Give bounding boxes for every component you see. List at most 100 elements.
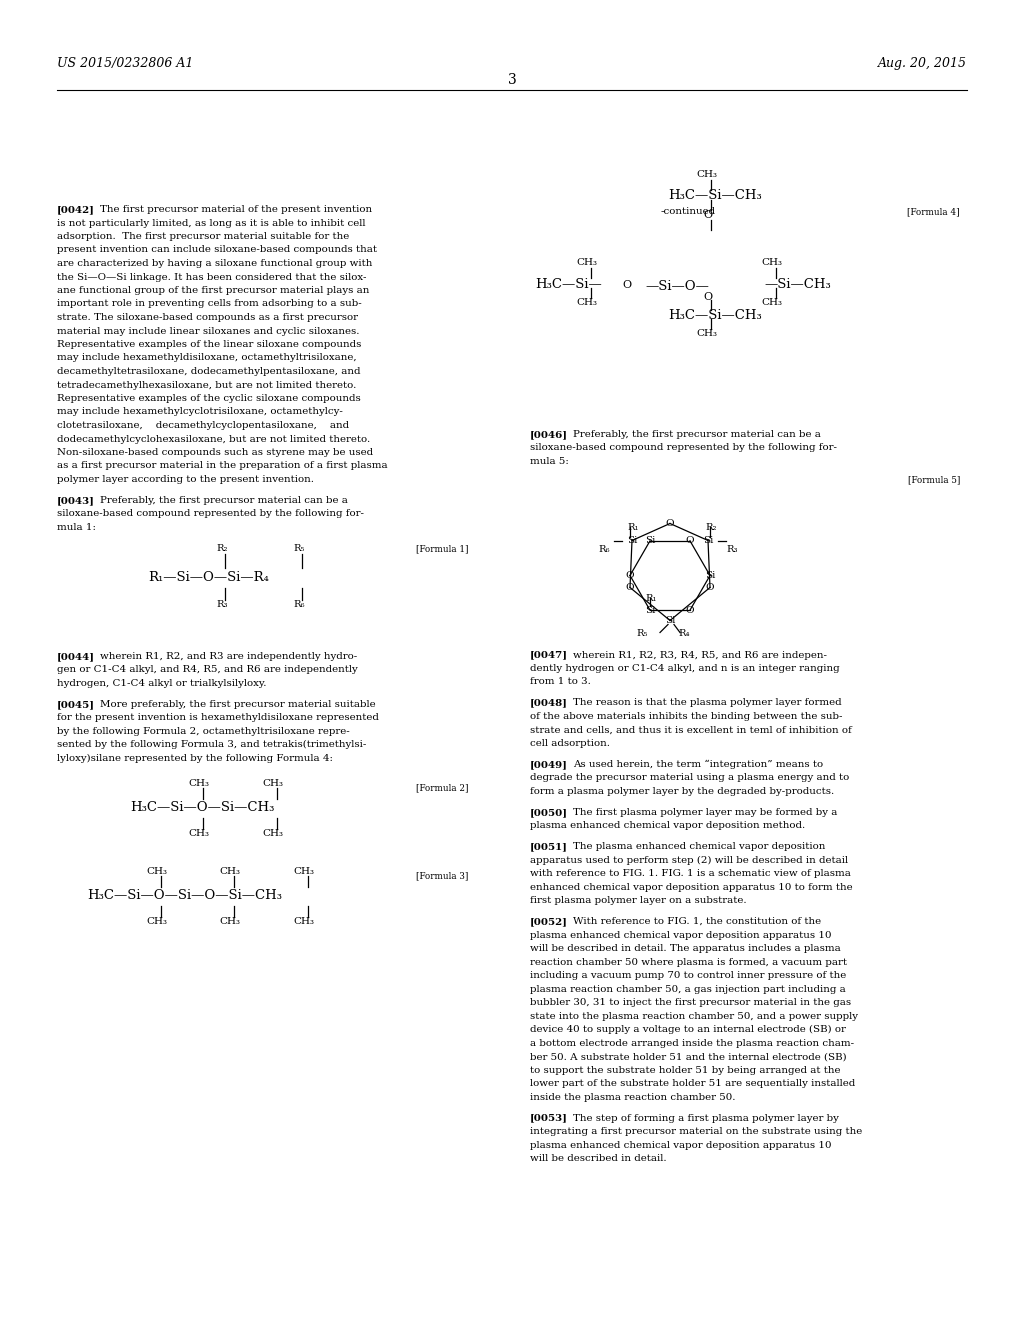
- Text: Si: Si: [665, 616, 675, 624]
- Text: as a first precursor material in the preparation of a first plasma: as a first precursor material in the pre…: [57, 462, 388, 470]
- Text: CH₃: CH₃: [577, 257, 597, 267]
- Text: Representative examples of the linear siloxane compounds: Representative examples of the linear si…: [57, 341, 361, 348]
- Text: [Formula 5]: [Formula 5]: [907, 475, 961, 484]
- Text: Si: Si: [702, 536, 713, 545]
- Text: —Si—O—: —Si—O—: [645, 280, 709, 293]
- Text: CH₃: CH₃: [146, 917, 168, 927]
- Text: O: O: [703, 292, 713, 302]
- Text: O: O: [623, 280, 632, 290]
- Text: Si: Si: [705, 572, 715, 579]
- Text: R₂: R₂: [705, 523, 717, 532]
- Text: Preferably, the first precursor material can be a: Preferably, the first precursor material…: [573, 430, 821, 440]
- Text: The plasma enhanced chemical vapor deposition: The plasma enhanced chemical vapor depos…: [573, 842, 825, 851]
- Text: hydrogen, C1-C4 alkyl or trialkylsilyloxy.: hydrogen, C1-C4 alkyl or trialkylsilylox…: [57, 678, 266, 688]
- Text: enhanced chemical vapor deposition apparatus 10 to form the: enhanced chemical vapor deposition appar…: [530, 883, 853, 892]
- Text: plasma enhanced chemical vapor deposition apparatus 10: plasma enhanced chemical vapor depositio…: [530, 931, 831, 940]
- Text: wherein R1, R2, R3, R4, R5, and R6 are indepen-: wherein R1, R2, R3, R4, R5, and R6 are i…: [573, 651, 827, 660]
- Text: —Si—CH₃: —Si—CH₃: [764, 279, 830, 290]
- Text: CH₃: CH₃: [188, 779, 210, 788]
- Text: wherein R1, R2, and R3 are independently hydro-: wherein R1, R2, and R3 are independently…: [100, 652, 357, 661]
- Text: [0048]: [0048]: [530, 698, 568, 708]
- Text: lyloxy)silane represented by the following Formula 4:: lyloxy)silane represented by the followi…: [57, 754, 333, 763]
- Text: gen or C1-C4 alkyl, and R4, R5, and R6 are independently: gen or C1-C4 alkyl, and R4, R5, and R6 a…: [57, 665, 357, 675]
- Text: may include hexamethylcyclotrisiloxane, octamethylcy-: may include hexamethylcyclotrisiloxane, …: [57, 408, 343, 417]
- Text: The step of forming a first plasma polymer layer by: The step of forming a first plasma polym…: [573, 1114, 839, 1122]
- Text: CH₃: CH₃: [219, 867, 241, 876]
- Text: of the above materials inhibits the binding between the sub-: of the above materials inhibits the bind…: [530, 711, 843, 721]
- Text: first plasma polymer layer on a substrate.: first plasma polymer layer on a substrat…: [530, 896, 746, 906]
- Text: present invention can include siloxane-based compounds that: present invention can include siloxane-b…: [57, 246, 377, 255]
- Text: Si: Si: [627, 536, 637, 545]
- Text: CH₃: CH₃: [577, 298, 597, 308]
- Text: CH₃: CH₃: [696, 329, 718, 338]
- Text: CH₃: CH₃: [262, 779, 284, 788]
- Text: state into the plasma reaction chamber 50, and a power supply: state into the plasma reaction chamber 5…: [530, 1011, 858, 1020]
- Text: O: O: [706, 583, 715, 591]
- Text: adsorption.  The first precursor material suitable for the: adsorption. The first precursor material…: [57, 232, 349, 242]
- Text: O: O: [626, 583, 634, 591]
- Text: [0053]: [0053]: [530, 1114, 568, 1122]
- Text: 3: 3: [508, 73, 516, 87]
- Text: CH₃: CH₃: [696, 170, 718, 180]
- Text: with reference to FIG. 1. FIG. 1 is a schematic view of plasma: with reference to FIG. 1. FIG. 1 is a sc…: [530, 869, 851, 878]
- Text: lower part of the substrate holder 51 are sequentially installed: lower part of the substrate holder 51 ar…: [530, 1080, 855, 1088]
- Text: R₂: R₂: [216, 544, 227, 553]
- Text: Si: Si: [645, 536, 655, 545]
- Text: for the present invention is hexamethyldisiloxane represented: for the present invention is hexamethyld…: [57, 713, 379, 722]
- Text: US 2015/0232806 A1: US 2015/0232806 A1: [57, 57, 194, 70]
- Text: R₄: R₄: [678, 628, 689, 638]
- Text: H₃C—Si—CH₃: H₃C—Si—CH₃: [668, 189, 762, 202]
- Text: [0045]: [0045]: [57, 700, 95, 709]
- Text: a bottom electrode arranged inside the plasma reaction cham-: a bottom electrode arranged inside the p…: [530, 1039, 854, 1048]
- Text: mula 1:: mula 1:: [57, 523, 96, 532]
- Text: [0044]: [0044]: [57, 652, 95, 661]
- Text: siloxane-based compound represented by the following for-: siloxane-based compound represented by t…: [530, 444, 837, 453]
- Text: As used herein, the term “integration” means to: As used herein, the term “integration” m…: [573, 760, 823, 770]
- Text: to support the substrate holder 51 by being arranged at the: to support the substrate holder 51 by be…: [530, 1065, 841, 1074]
- Text: CH₃: CH₃: [294, 867, 314, 876]
- Text: [0049]: [0049]: [530, 760, 568, 768]
- Text: dodecamethylcyclohexasiloxane, but are not limited thereto.: dodecamethylcyclohexasiloxane, but are n…: [57, 434, 371, 444]
- Text: The first plasma polymer layer may be formed by a: The first plasma polymer layer may be fo…: [573, 808, 838, 817]
- Text: [Formula 3]: [Formula 3]: [416, 871, 468, 880]
- Text: CH₃: CH₃: [762, 257, 782, 267]
- Text: cell adsorption.: cell adsorption.: [530, 739, 610, 748]
- Text: [Formula 4]: [Formula 4]: [907, 207, 961, 216]
- Text: O: O: [626, 572, 634, 579]
- Text: [Formula 2]: [Formula 2]: [416, 783, 468, 792]
- Text: including a vacuum pump 70 to control inner pressure of the: including a vacuum pump 70 to control in…: [530, 972, 846, 981]
- Text: H₃C—Si—O—Si—CH₃: H₃C—Si—O—Si—CH₃: [130, 801, 274, 814]
- Text: inside the plasma reaction chamber 50.: inside the plasma reaction chamber 50.: [530, 1093, 735, 1102]
- Text: CH₃: CH₃: [219, 917, 241, 927]
- Text: CH₃: CH₃: [762, 298, 782, 308]
- Text: [Formula 1]: [Formula 1]: [416, 544, 468, 553]
- Text: strate and cells, and thus it is excellent in teml of inhibition of: strate and cells, and thus it is excelle…: [530, 726, 852, 734]
- Text: [0047]: [0047]: [530, 651, 568, 660]
- Text: The reason is that the plasma polymer layer formed: The reason is that the plasma polymer la…: [573, 698, 842, 708]
- Text: R₅: R₅: [637, 628, 648, 638]
- Text: R₃: R₃: [216, 601, 227, 610]
- Text: [0050]: [0050]: [530, 808, 568, 817]
- Text: -continued: -continued: [660, 207, 716, 216]
- Text: The first precursor material of the present invention: The first precursor material of the pres…: [100, 205, 373, 214]
- Text: Preferably, the first precursor material can be a: Preferably, the first precursor material…: [100, 496, 348, 506]
- Text: H₃C—Si—: H₃C—Si—: [535, 279, 602, 290]
- Text: O: O: [666, 519, 675, 528]
- Text: [0046]: [0046]: [530, 430, 568, 440]
- Text: R₅: R₅: [293, 544, 305, 553]
- Text: plasma enhanced chemical vapor deposition apparatus 10: plasma enhanced chemical vapor depositio…: [530, 1140, 831, 1150]
- Text: form a plasma polymer layer by the degraded by-products.: form a plasma polymer layer by the degra…: [530, 787, 835, 796]
- Text: CH₃: CH₃: [146, 867, 168, 876]
- Text: R₆: R₆: [293, 601, 305, 610]
- Text: from 1 to 3.: from 1 to 3.: [530, 677, 591, 686]
- Text: CH₃: CH₃: [262, 829, 284, 838]
- Text: Si: Si: [645, 606, 655, 615]
- Text: decamethyltetrasiloxane, dodecamethylpentasiloxane, and: decamethyltetrasiloxane, dodecamethylpen…: [57, 367, 360, 376]
- Text: device 40 to supply a voltage to an internal electrode (SB) or: device 40 to supply a voltage to an inte…: [530, 1026, 846, 1035]
- Text: the Si—O—Si linkage. It has been considered that the silox-: the Si—O—Si linkage. It has been conside…: [57, 272, 367, 281]
- Text: plasma enhanced chemical vapor deposition method.: plasma enhanced chemical vapor depositio…: [530, 821, 805, 830]
- Text: dently hydrogen or C1-C4 alkyl, and n is an integer ranging: dently hydrogen or C1-C4 alkyl, and n is…: [530, 664, 840, 673]
- Text: mula 5:: mula 5:: [530, 457, 569, 466]
- Text: important role in preventing cells from adsorbing to a sub-: important role in preventing cells from …: [57, 300, 361, 309]
- Text: material may include linear siloxanes and cyclic siloxanes.: material may include linear siloxanes an…: [57, 326, 359, 335]
